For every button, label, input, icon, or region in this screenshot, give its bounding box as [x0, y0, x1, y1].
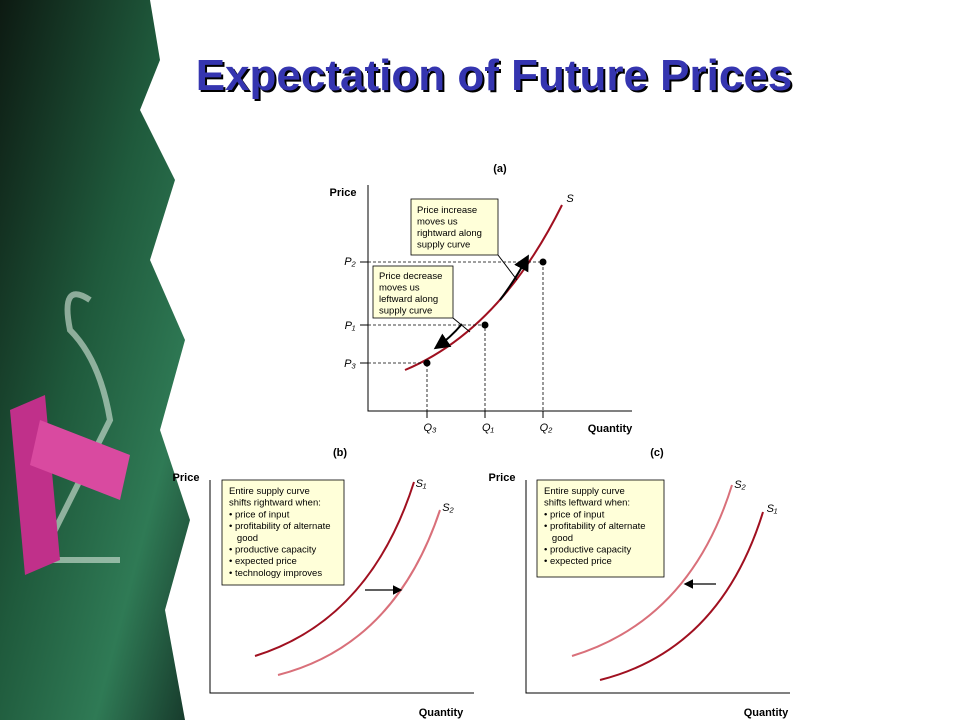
note-line: Entire supply curve: [229, 486, 310, 497]
note-line: • profitability of alternate: [229, 521, 331, 532]
note-line: • technology improves: [229, 568, 322, 579]
curve-label: S₁: [416, 478, 427, 490]
note-line: good: [544, 533, 573, 544]
chalk-writing: [35, 291, 120, 563]
panel-a: (a) Price Quantity S P₂ P₁ P₃ Q₃ Q₁ Q₂ P…: [330, 163, 634, 435]
supply-curve: [277, 509, 441, 676]
quantity-label: Q₃: [424, 422, 438, 434]
point: [539, 258, 547, 266]
note-line: good: [229, 533, 258, 544]
price-label: P₁: [345, 320, 356, 332]
price-label: P₃: [344, 358, 356, 370]
note-line: shifts leftward when:: [544, 498, 630, 509]
panel-c: (c) Price Quantity S₂ S₁ Entire supply c…: [489, 447, 790, 719]
note-box: [536, 479, 665, 578]
note-box: [410, 198, 499, 256]
curve-label: S₂: [734, 479, 746, 491]
note-line: • price of input: [544, 509, 605, 520]
arrow: [499, 254, 529, 301]
arrow: [433, 323, 463, 350]
note-line: supply curve: [417, 240, 470, 251]
axes: [367, 185, 632, 412]
note-box: [221, 479, 345, 586]
chalkboard: [0, 0, 190, 720]
quantity-label: Q₂: [540, 422, 554, 434]
note-line: • expected price: [229, 556, 297, 567]
quantity-label: Q₁: [482, 422, 495, 434]
supply-curve: [599, 511, 764, 681]
note-line: • expected price: [544, 556, 612, 567]
title-shadow: Expectation of Future Prices: [198, 53, 795, 102]
note-line: • productive capacity: [544, 545, 632, 556]
note-line: Price decrease: [379, 271, 442, 282]
price-label: P₂: [344, 256, 356, 268]
title: Expectation of Future Prices: [196, 51, 793, 100]
panel-label: (c): [650, 447, 664, 459]
supply-curve: [571, 484, 733, 657]
curve-label: S₁: [767, 503, 778, 515]
note-box: [372, 265, 454, 319]
point: [481, 321, 489, 329]
connector: [452, 254, 518, 333]
x-axis-label: Quantity: [744, 707, 789, 719]
note-line: • price of input: [229, 509, 290, 520]
note-line: • profitability of alternate: [544, 521, 646, 532]
note-line: rightward along: [417, 228, 482, 239]
panel-label: (b): [333, 447, 347, 459]
point: [423, 359, 431, 367]
note-line: leftward along: [379, 294, 438, 305]
y-axis-label: Price: [173, 472, 200, 484]
axes: [525, 480, 790, 694]
supply-curve: [254, 481, 415, 657]
note-line: Entire supply curve: [544, 486, 625, 497]
note-line: moves us: [379, 283, 420, 294]
note-line: supply curve: [379, 306, 432, 317]
note-line: • productive capacity: [229, 545, 317, 556]
curve-label: S₂: [442, 502, 454, 514]
y-axis-label: Price: [330, 187, 357, 199]
chalk: [30, 420, 130, 500]
note-line: Price increase: [417, 205, 477, 216]
note-line: moves us: [417, 217, 458, 228]
panel-b: (b) Price Quantity S₁ S₂ Entire supply c…: [173, 447, 474, 719]
supply-curve: [404, 204, 563, 371]
x-axis-label: Quantity: [419, 707, 464, 719]
curve-label: S: [566, 193, 574, 205]
x-axis-label: Quantity: [588, 423, 633, 435]
panel-label: (a): [493, 163, 507, 175]
ticks: [360, 261, 544, 418]
note-line: shifts rightward when:: [229, 498, 321, 509]
y-axis-label: Price: [489, 472, 516, 484]
axes: [209, 480, 474, 694]
